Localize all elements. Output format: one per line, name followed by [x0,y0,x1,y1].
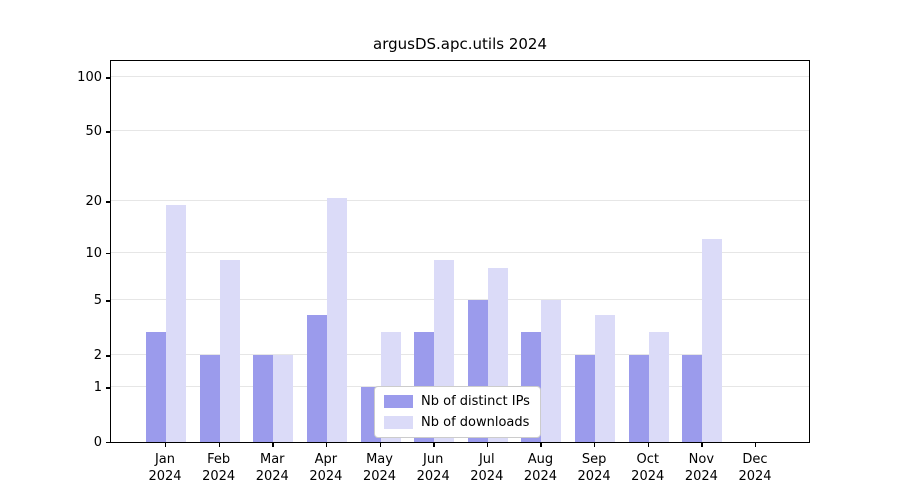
x-tick-mark [218,443,221,447]
x-tick-mark [755,443,757,447]
bar-distinct-ips [146,332,166,442]
x-tick-label: Aug 2024 [523,452,557,484]
x-tick-label: Mar 2024 [255,452,289,484]
gridline [111,299,809,301]
y-tick-mark [106,131,110,133]
y-tick-mark [106,387,110,389]
plot-area: Nb of distinct IPs Nb of downloads [110,60,810,443]
bar-downloads [326,197,347,442]
bar-downloads [273,355,294,442]
bar-downloads [219,260,240,442]
x-tick-mark [433,443,435,447]
gridline [111,130,809,132]
y-tick-mark [106,442,110,444]
x-tick-label: Jul 2024 [470,452,504,484]
x-tick-label: Jan 2024 [148,452,182,484]
legend-swatch-distinct-ips [384,395,413,408]
x-tick-mark [701,443,703,447]
gridline [111,354,809,356]
x-tick-label: Oct 2024 [631,452,665,484]
y-tick-label: 0 [93,435,102,450]
bar-downloads [648,332,669,442]
legend-item-distinct-ips: Nb of distinct IPs [384,394,530,409]
x-tick-mark [379,443,381,447]
x-tick-mark [165,443,167,447]
y-tick-label: 10 [85,245,102,261]
legend-label-distinct-ips: Nb of distinct IPs [421,394,530,409]
y-tick-label: 1 [93,380,102,396]
x-tick-mark [486,443,489,447]
legend: Nb of distinct IPs Nb of downloads [374,386,541,438]
chart-title: argusDS.apc.utils 2024 [373,35,547,53]
x-tick-label: May 2024 [362,452,397,484]
gridline [111,251,809,253]
y-tick-mark [106,201,110,203]
y-tick-mark [106,252,110,254]
x-tick-mark [594,443,596,447]
gridline [111,200,809,202]
x-tick-label: Nov 2024 [684,452,718,484]
y-tick-mark [106,300,110,302]
y-tick-label: 100 [77,70,102,86]
x-tick-mark [272,443,274,447]
legend-swatch-downloads [384,416,413,429]
bar-downloads [541,300,562,442]
bar-distinct-ips [199,355,220,442]
y-tick-label: 20 [85,194,102,210]
y-tick-label: 2 [93,348,102,364]
y-tick-mark [106,77,110,79]
bar-downloads [166,205,186,442]
bar-distinct-ips [253,355,274,442]
bar-distinct-ips [628,355,649,442]
y-tick-mark [106,355,110,357]
x-tick-label: Feb 2024 [202,452,236,484]
x-tick-mark [647,443,650,447]
x-tick-label: Apr 2024 [309,452,343,484]
gridline [111,76,809,78]
bar-distinct-ips [682,355,703,442]
legend-label-downloads: Nb of downloads [421,415,530,430]
bar-downloads [702,239,723,442]
bar-distinct-ips [306,314,327,442]
legend-item-downloads: Nb of downloads [384,415,530,430]
y-tick-label: 50 [85,124,102,140]
x-tick-label: Dec 2024 [738,452,772,484]
y-tick-label: 5 [93,293,102,309]
x-tick-label: Jun 2024 [416,452,450,484]
x-tick-mark [540,443,542,447]
bar-downloads [595,314,616,442]
bar-distinct-ips [575,355,596,442]
x-tick-mark [325,443,328,447]
x-tick-label: Sep 2024 [577,452,611,484]
